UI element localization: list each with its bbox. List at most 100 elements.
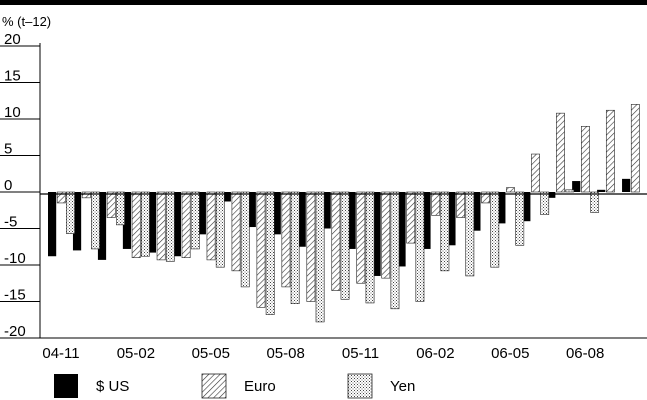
bar-yen-05-04: [190, 191, 200, 250]
bar-yen-06-04: [490, 191, 500, 268]
y-tick-label: 10: [4, 104, 21, 121]
bar-yen-06-08: [590, 191, 600, 213]
bar-yen-05-07: [265, 191, 275, 315]
x-tick-label: 05-02: [117, 345, 155, 362]
bar-usd-05-01: [97, 192, 107, 260]
legend: $ US Euro Yen: [54, 373, 415, 399]
bar-euro-05-10: [331, 191, 341, 291]
bar-yen-05-05: [215, 191, 225, 268]
bar-euro-06-09: [605, 109, 615, 193]
bar-yen-05-01: [116, 191, 125, 226]
bar-usd-06-09: [597, 189, 606, 192]
y-tick-label: -10: [4, 250, 26, 267]
bar-euro-06-05: [506, 187, 515, 193]
bar-euro-06-03: [456, 191, 466, 218]
bar-euro-04-12: [81, 191, 91, 199]
bar-usd-06-10: [622, 178, 631, 192]
y-tick-label: -15: [4, 287, 26, 304]
x-tick-label: 05-05: [192, 345, 230, 362]
legend-label-yen: Yen: [390, 378, 415, 395]
legend-swatch-usd: [54, 374, 78, 398]
x-tick-label: 04-11: [42, 345, 79, 362]
bar-euro-05-09: [306, 191, 316, 302]
legend-swatch-euro: [201, 373, 227, 399]
bar-euro-05-01: [106, 191, 116, 218]
bar-euro-06-01: [406, 191, 416, 244]
bar-euro-05-03: [156, 191, 166, 261]
bar-yen-05-12: [390, 191, 400, 310]
bar-usd-05-07: [247, 192, 256, 228]
bar-usd-05-06: [222, 192, 231, 202]
bar-yen-05-03: [165, 191, 175, 262]
bar-usd-05-05: [197, 192, 206, 235]
bar-yen-05-10: [340, 191, 350, 300]
bar-euro-06-07: [556, 112, 565, 193]
bar-euro-05-02: [131, 191, 141, 258]
bar-usd-05-02: [122, 192, 132, 249]
top-rule: [0, 0, 647, 5]
y-tick-label: 5: [4, 141, 12, 158]
bar-euro-05-05: [206, 191, 216, 261]
bar-yen-06-02: [440, 191, 450, 272]
bar-usd-06-05: [497, 192, 506, 224]
bar-euro-05-06: [231, 191, 241, 272]
bar-usd-05-12: [372, 192, 381, 276]
bar-euro-05-08: [281, 191, 291, 288]
legend-swatch-yen: [347, 373, 373, 399]
bar-yen-06-01: [415, 191, 425, 302]
bar-euro-06-08: [581, 126, 590, 193]
bar-usd-05-10: [322, 192, 331, 229]
bar-euro-06-10: [630, 104, 640, 193]
bar-usd-06-04: [472, 192, 481, 231]
bar-yen-06-06: [540, 191, 550, 215]
y-tick-label: 15: [4, 68, 21, 85]
y-tick-label: 0: [4, 177, 12, 194]
bar-usd-05-09: [297, 192, 306, 247]
bar-usd-05-03: [147, 192, 157, 253]
bar-usd-05-04: [172, 192, 181, 257]
bar-euro-05-07: [256, 191, 266, 308]
bar-usd-06-02: [422, 192, 431, 249]
bar-yen-05-09: [315, 191, 325, 323]
bar-yen-05-11: [365, 191, 375, 304]
y-tick-labels: 20 15 10 5 0 -5 -10 -15 -20: [4, 31, 26, 340]
y-axis-unit-label: % (t–12): [2, 14, 51, 29]
bar-usd-06-07: [547, 192, 556, 198]
gridlines: [0, 45, 40, 339]
x-tick-label: 06-08: [566, 345, 604, 362]
x-tick-label: 06-02: [416, 345, 454, 362]
bar-euro-06-06: [531, 153, 540, 193]
bar-yen-05-06: [240, 191, 250, 288]
y-tick-label: -5: [4, 214, 17, 231]
bar-yen-04-11: [66, 191, 75, 234]
bar-yen-06-07: [565, 189, 575, 193]
bar-euro-05-12: [381, 191, 391, 279]
bar-euro-06-04: [481, 191, 490, 204]
bar-yen-06-05: [515, 191, 525, 246]
x-tick-label: 05-11: [342, 345, 379, 362]
bar-usd-06-01: [397, 192, 406, 267]
bar-euro-06-02: [431, 191, 441, 216]
bars: [48, 104, 640, 323]
bar-usd-04-12: [72, 192, 82, 251]
bar-euro-05-04: [181, 191, 191, 258]
bar-usd-05-11: [347, 192, 356, 249]
bar-usd-06-06: [522, 192, 531, 222]
legend-label-usd: $ US: [96, 378, 129, 395]
bar-usd-05-08: [272, 192, 281, 235]
bar-euro-05-11: [356, 191, 366, 284]
x-tick-label: 05-08: [266, 345, 304, 362]
bar-usd-06-03: [447, 192, 456, 246]
y-tick-label: 20: [4, 31, 21, 48]
bar-usd-04-11: [48, 192, 57, 257]
bar-yen-05-08: [290, 191, 300, 304]
x-tick-labels: 04-11 05-02 05-05 05-08 05-11 06-02 06-05 06-08: [42, 345, 604, 362]
bar-yen-04-12: [91, 191, 100, 250]
bar-yen-06-03: [465, 191, 475, 277]
x-tick-label: 06-05: [491, 345, 529, 362]
y-tick-label: -20: [4, 323, 26, 340]
bar-yen-05-02: [140, 191, 150, 257]
bar-euro-04-11: [56, 191, 66, 204]
legend-label-euro: Euro: [244, 378, 276, 395]
